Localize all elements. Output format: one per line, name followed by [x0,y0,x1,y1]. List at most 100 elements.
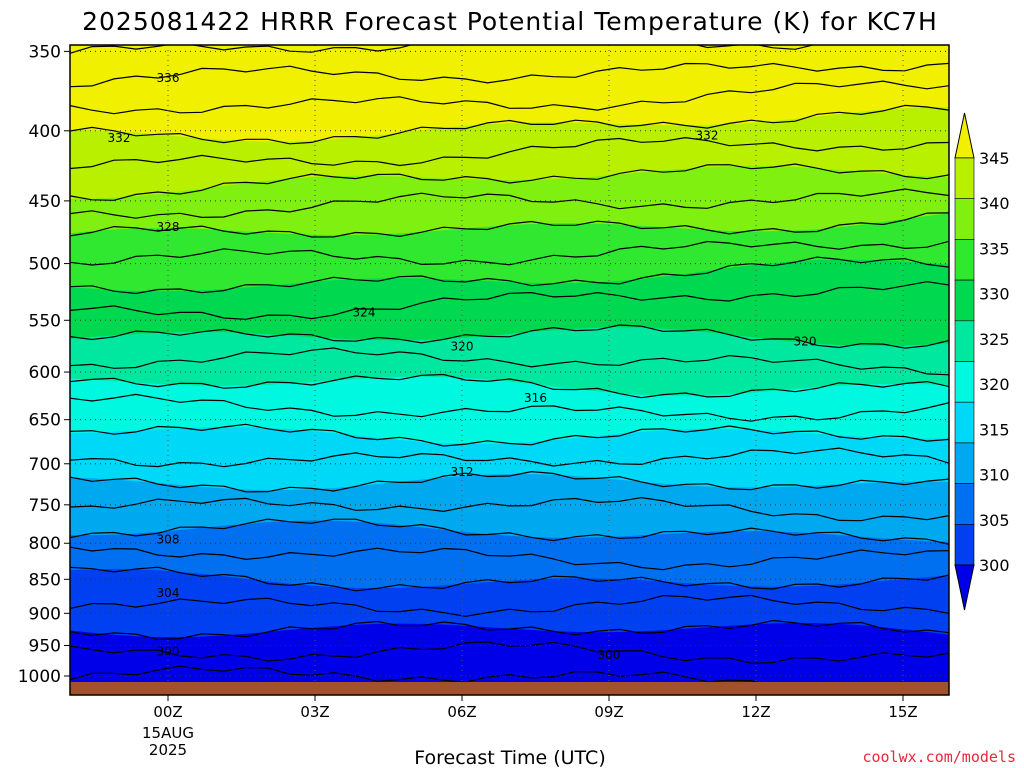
contour-line [70,393,949,422]
contour-line [70,256,949,295]
contour-label: 312 [451,465,474,479]
x-tick-label: 00Z [153,703,182,721]
contour-label: 332 [108,131,131,145]
contour-line [70,566,949,592]
y-tick-label: 600 [29,363,61,383]
y-tick-label: 450 [29,192,61,212]
contour-label: 336 [157,71,180,85]
y-tick-label: 350 [29,42,61,62]
contour-line [70,518,949,545]
colorbar-segment [954,157,975,200]
y-tick-label: 950 [29,636,61,656]
contour-line [70,188,949,219]
contour-line [70,45,816,54]
colorbar-segment [954,442,975,484]
contour-lines [70,0,949,694]
colorbar-label: 310 [979,466,1010,485]
y-tick-label: 700 [29,455,61,475]
colorbar-label: 340 [979,194,1010,213]
contour-line [70,136,949,170]
contour-label-bg [1013,578,1024,592]
colorbar-label: 300 [979,556,1010,575]
y-tick-label: 1000 [18,667,61,687]
colorbar-segment [954,361,975,403]
contour-label: 328 [157,220,180,234]
contour-line [70,104,949,145]
contour-line [70,373,949,399]
colorbar-label: 315 [979,420,1010,439]
contour-label: 320 [794,335,817,349]
y-tick-label: 650 [29,411,61,431]
contour-line [70,80,949,115]
contour-label: 336 [1014,27,1024,41]
contour-label-bg [1013,26,1024,40]
colorbar-label: 325 [979,330,1010,349]
colorbar-segment [954,523,975,566]
colorbar-segment [954,198,975,240]
x-tick-label: 09Z [594,703,623,721]
colorbar-label: 320 [979,375,1010,394]
contour-label-bg [1013,528,1024,542]
contour-line [70,324,949,349]
contour-fills [70,45,949,695]
contour-label: 300 [598,648,621,662]
colorbar-segment [954,320,975,362]
contour-label: 304 [157,586,180,600]
contour-line [70,163,949,201]
x-axis-label: Forecast Time (UTC) [414,747,605,768]
y-tick-label: 550 [29,311,61,331]
colorbar-segment [954,483,975,525]
contour-line [70,470,949,493]
ground-surface [70,682,949,695]
x-date-year: 2025 [149,741,187,759]
y-axis: 2503003504004505005506006507007508008509… [18,42,70,687]
contour-label: 308 [157,532,180,546]
colorbar-label: 345 [979,149,1010,168]
contour-line [70,423,949,447]
x-tick-label: 03Z [300,703,329,721]
x-tick-label: 15Z [888,703,917,721]
x-tick-label: 06Z [447,703,476,721]
contour-line [70,281,949,320]
contour-labels: 3403403363363323323323283243203203163163… [108,26,1024,662]
contour-label: 304 [1014,579,1024,593]
y-tick-label: 850 [29,570,61,590]
x-tick-label: 12Z [741,703,770,721]
colorbar-arrow-top [954,112,975,159]
colorbar-segment [954,401,975,444]
x-axis: 00Z 03Z 06Z 09Z 12Z 15Z [153,695,918,721]
contour-line [70,62,949,88]
colorbar-segment [954,279,975,322]
colorbar-label: 335 [979,239,1010,258]
plot-area: 3403403363363323323323283243203203163163… [70,0,1024,695]
contour-label: 308 [1014,529,1024,543]
colorbar: 345 340 335 330 325 320 315 310 305 300 [954,112,1010,611]
contour-line [70,594,949,617]
colorbar-arrow-bottom [954,564,975,611]
y-tick-label: 800 [29,534,61,554]
contour-line [70,347,949,376]
contour-line [70,0,949,6]
contour-line [70,447,949,468]
contour-label: 332 [696,128,719,142]
contour-label: 300 [157,645,180,659]
credit-text: coolwx.com/models [862,748,1016,766]
y-tick-label: 900 [29,604,61,624]
colorbar-label: 305 [979,511,1010,530]
grid-lines [70,45,949,695]
x-date-day: 15AUG [142,724,194,742]
contour-line [70,496,949,522]
colorbar-label: 330 [979,285,1010,304]
contour-line [70,546,949,571]
contour-label: 324 [353,306,376,320]
band-fill [70,623,949,695]
colorbar-segment [954,239,975,281]
y-tick-label: 750 [29,496,61,516]
plot-frame [69,44,950,696]
contour-line [70,240,949,266]
contour-label: 320 [451,340,474,354]
contour-line [70,212,949,238]
y-tick-label: 400 [29,122,61,142]
contour-line [70,641,949,664]
